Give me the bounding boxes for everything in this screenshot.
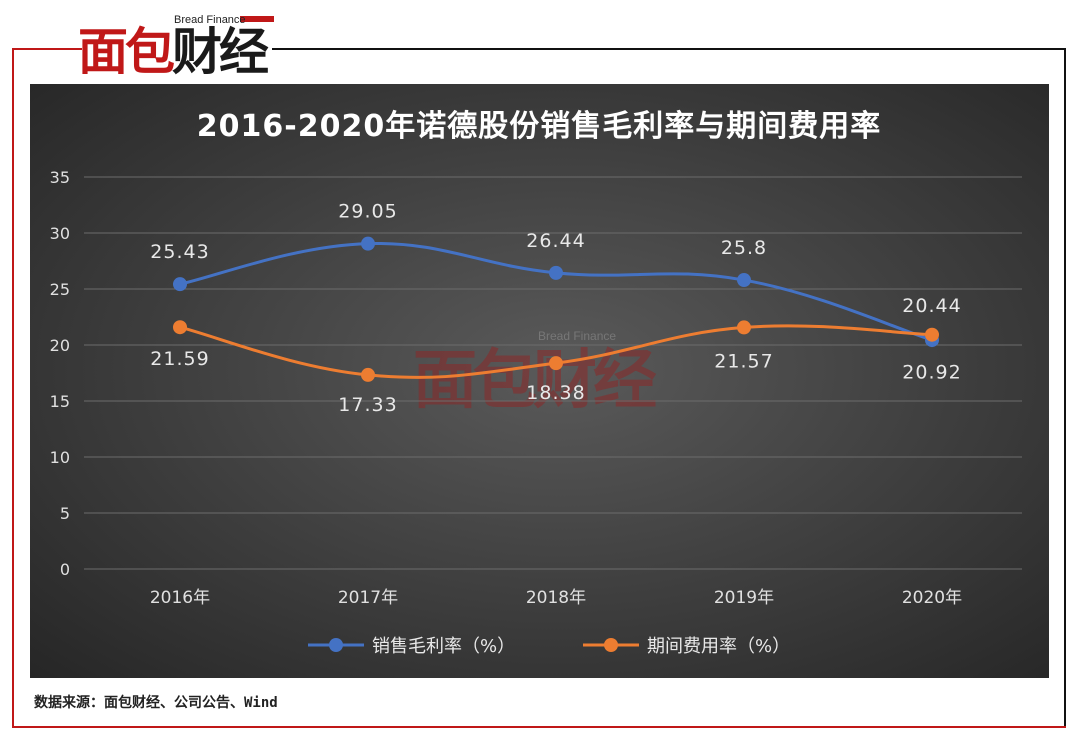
data-point-1-1 (361, 367, 375, 382)
data-point-1-0 (173, 320, 187, 335)
y-tick-label: 20 (50, 336, 70, 355)
chart-panel: 2016-2020年诺德股份销售毛利率与期间费用率 Bread Finance 面包… (30, 84, 1049, 678)
data-label-1-2: 18.38 (526, 382, 585, 404)
frame-top-right (272, 48, 1066, 50)
y-tick-label: 35 (50, 168, 70, 187)
data-point-0-3 (737, 273, 751, 288)
logo-en-text: Bread Finance (174, 14, 246, 26)
legend-label-1: 期间费用率（%） (647, 636, 790, 657)
data-label-0-0: 25.43 (150, 241, 209, 263)
data-label-0-3: 25.8 (721, 237, 767, 259)
data-label-0-4: 20.44 (902, 295, 961, 317)
watermark-en: Bread Finance (538, 329, 616, 343)
legend-marker-0 (329, 638, 343, 652)
data-label-0-1: 29.05 (338, 201, 397, 223)
data-label-0-2: 26.44 (526, 230, 585, 252)
x-tick-label: 2016年 (150, 588, 210, 608)
frame-bottom (12, 726, 1066, 728)
y-tick-label: 5 (60, 504, 70, 523)
data-point-0-0 (173, 277, 187, 292)
data-point-1-3 (737, 320, 751, 335)
legend-marker-1 (604, 638, 618, 652)
legend-label-0: 销售毛利率（%） (372, 636, 515, 657)
data-point-0-1 (361, 236, 375, 251)
logo-bar (240, 16, 274, 22)
data-label-1-1: 17.33 (338, 394, 397, 416)
y-tick-label: 10 (50, 448, 70, 467)
x-tick-label: 2019年 (714, 588, 774, 608)
frame-top-left (12, 48, 82, 50)
chart-title: 2016-2020年诺德股份销售毛利率与期间费用率 (197, 109, 881, 144)
data-point-1-2 (549, 356, 563, 371)
y-tick-label: 0 (60, 560, 70, 579)
brand-logo: Bread Finance 面包财经 (78, 12, 274, 78)
y-tick-label: 30 (50, 224, 70, 243)
data-point-1-4 (925, 327, 939, 342)
source-note: 数据来源：面包财经、公司公告、Wind (34, 695, 278, 711)
data-point-0-2 (549, 265, 563, 280)
frame-right (1064, 48, 1066, 728)
x-tick-label: 2018年 (526, 588, 586, 608)
y-tick-label: 15 (50, 392, 70, 411)
logo-cn-text: 面包财经 (78, 23, 269, 81)
watermark-cn: 面包财经 (413, 344, 657, 418)
x-tick-label: 2017年 (338, 588, 398, 608)
data-label-1-4: 20.92 (902, 362, 961, 384)
data-label-1-0: 21.59 (150, 348, 209, 370)
x-tick-label: 2020年 (902, 588, 962, 608)
logo-cn-dark: 财经 (172, 23, 269, 81)
logo-cn-red: 面包 (78, 23, 175, 81)
line-chart: 2016-2020年诺德股份销售毛利率与期间费用率 Bread Finance面包… (50, 109, 1022, 657)
data-label-1-3: 21.57 (714, 350, 773, 372)
y-tick-label: 25 (50, 280, 70, 299)
frame-left (12, 48, 14, 728)
